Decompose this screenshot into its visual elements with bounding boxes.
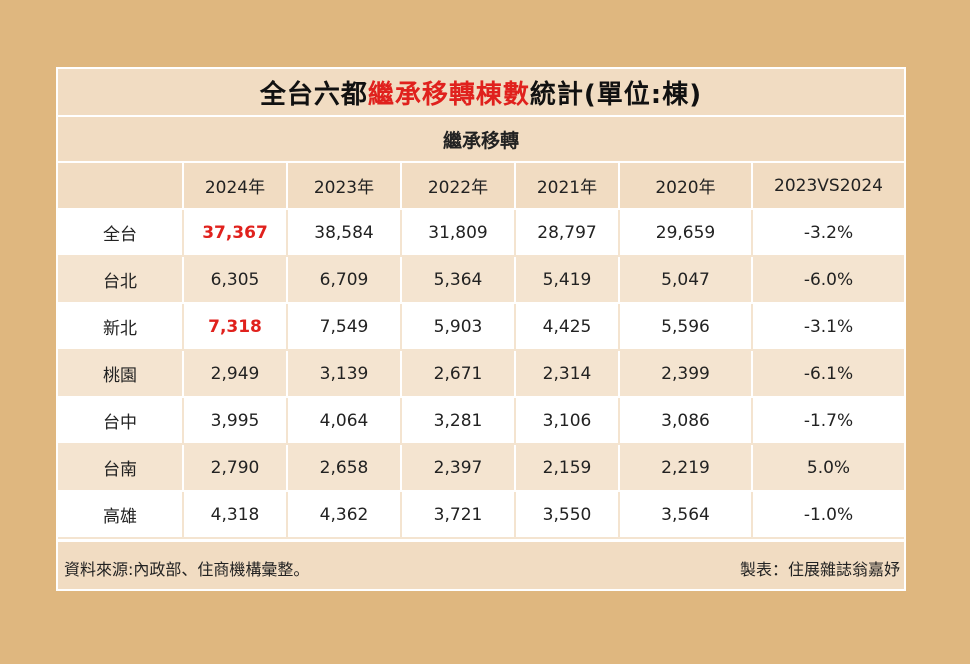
value-cell-2023: 4,064 xyxy=(287,397,402,445)
value-cell-2021: 3,106 xyxy=(515,397,620,445)
value-cell-2021: 2,314 xyxy=(515,350,620,398)
city-cell: 台南 xyxy=(58,444,184,492)
table-row: 桃園 2,949 3,139 2,671 2,314 2,399 -6.1% xyxy=(58,350,904,398)
value-cell-2023: 4,362 xyxy=(287,491,402,539)
value-cell-2021: 28,797 xyxy=(515,209,620,257)
value-cell-2024: 6,305 xyxy=(183,256,288,304)
value-cell-2021: 5,419 xyxy=(515,256,620,304)
value-cell-2022: 3,721 xyxy=(401,491,516,539)
change-cell: -1.0% xyxy=(752,491,904,539)
value-cell-2024: 37,367 xyxy=(183,209,288,257)
value-cell-2020: 5,047 xyxy=(619,256,753,304)
credit-note: 製表：住展雜誌翁嘉妤 xyxy=(739,560,900,579)
value-cell-2023: 2,658 xyxy=(287,444,402,492)
value-cell-2020: 3,086 xyxy=(619,397,753,445)
table-row: 台北 6,305 6,709 5,364 5,419 5,047 -6.0% xyxy=(58,256,904,304)
data-grid: 2024年 2023年 2022年 2021年 2020年 2023VS2024… xyxy=(58,163,904,539)
city-cell: 高雄 xyxy=(58,491,184,539)
table-subtitle: 繼承移轉 xyxy=(58,117,904,161)
column-header-2023: 2023年 xyxy=(287,163,402,210)
value-cell-2021: 4,425 xyxy=(515,303,620,351)
column-header-2021: 2021年 xyxy=(515,163,620,210)
value-cell-2021: 3,550 xyxy=(515,491,620,539)
change-cell: -1.7% xyxy=(752,397,904,445)
value-cell-2020: 2,219 xyxy=(619,444,753,492)
change-cell: 5.0% xyxy=(752,444,904,492)
value-cell-2022: 2,397 xyxy=(401,444,516,492)
value-cell-2024: 3,995 xyxy=(183,397,288,445)
value-cell-2024: 4,318 xyxy=(183,491,288,539)
city-cell: 全台 xyxy=(58,209,184,257)
city-cell: 台中 xyxy=(58,397,184,445)
value-cell-2021: 2,159 xyxy=(515,444,620,492)
source-note: 資料來源:內政部、住商機構彙整。 xyxy=(64,560,310,579)
value-cell-2024: 2,949 xyxy=(183,350,288,398)
value-cell-2023: 38,584 xyxy=(287,209,402,257)
value-cell-2023: 6,709 xyxy=(287,256,402,304)
value-cell-2022: 2,671 xyxy=(401,350,516,398)
change-cell: -3.2% xyxy=(752,209,904,257)
value-cell-2020: 3,564 xyxy=(619,491,753,539)
change-cell: -6.1% xyxy=(752,350,904,398)
value-cell-2020: 2,399 xyxy=(619,350,753,398)
table-row: 台中 3,995 4,064 3,281 3,106 3,086 -1.7% xyxy=(58,397,904,445)
value-cell-2022: 3,281 xyxy=(401,397,516,445)
column-header-2022: 2022年 xyxy=(401,163,516,210)
table-title: 全台六都 繼承移轉棟數 統計(單位:棟) xyxy=(58,69,904,115)
column-header-2024: 2024年 xyxy=(183,163,288,210)
title-highlight: 繼承移轉棟數 xyxy=(367,79,530,110)
header-row: 2024年 2023年 2022年 2021年 2020年 2023VS2024 xyxy=(58,163,904,210)
value-cell-2022: 5,364 xyxy=(401,256,516,304)
value-cell-2022: 31,809 xyxy=(401,209,516,257)
table-row: 台南 2,790 2,658 2,397 2,159 2,219 5.0% xyxy=(58,444,904,492)
column-header-2020: 2020年 xyxy=(619,163,753,210)
table-footer: 資料來源:內政部、住商機構彙整。 製表：住展雜誌翁嘉妤 xyxy=(58,542,904,589)
title-prefix: 全台六都 xyxy=(259,79,368,110)
table-row: 全台 37,367 38,584 31,809 28,797 29,659 -3… xyxy=(58,209,904,257)
statistics-table: 全台六都 繼承移轉棟數 統計(單位:棟) 繼承移轉 2024年 2023年 2022… xyxy=(56,67,906,591)
value-cell-2022: 5,903 xyxy=(401,303,516,351)
value-cell-2020: 29,659 xyxy=(619,209,753,257)
column-header-blank xyxy=(58,163,184,210)
value-cell-2024: 7,318 xyxy=(183,303,288,351)
change-cell: -3.1% xyxy=(752,303,904,351)
value-cell-2020: 5,596 xyxy=(619,303,753,351)
title-suffix: 統計(單位:棟) xyxy=(529,79,703,110)
table-row: 新北 7,318 7,549 5,903 4,425 5,596 -3.1% xyxy=(58,303,904,351)
city-cell: 新北 xyxy=(58,303,184,351)
city-cell: 桃園 xyxy=(58,350,184,398)
value-cell-2024: 2,790 xyxy=(183,444,288,492)
value-cell-2023: 7,549 xyxy=(287,303,402,351)
value-cell-2023: 3,139 xyxy=(287,350,402,398)
city-cell: 台北 xyxy=(58,256,184,304)
change-cell: -6.0% xyxy=(752,256,904,304)
column-header-change: 2023VS2024 xyxy=(752,163,904,210)
table-row: 高雄 4,318 4,362 3,721 3,550 3,564 -1.0% xyxy=(58,491,904,539)
